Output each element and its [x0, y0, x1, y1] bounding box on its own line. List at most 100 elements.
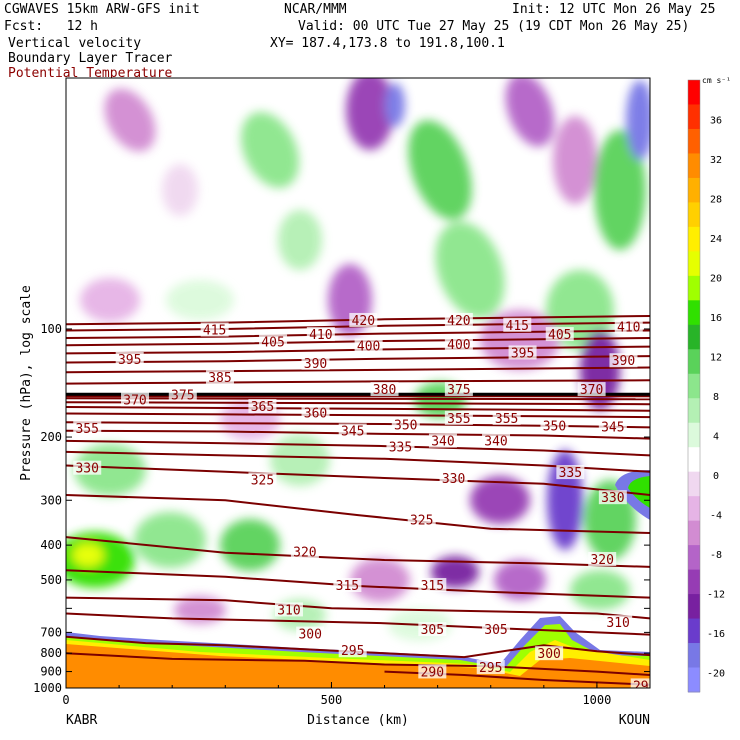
colorbar: 36 32 28 24 20 16 12 8 4 0 -4 -8 -12 -16 -20: [687, 79, 725, 693]
theta-contour-340: [66, 439, 650, 457]
contour-label: 310: [277, 603, 300, 618]
colorbar-swatch: [688, 300, 700, 326]
colorbar-swatch: [688, 594, 700, 620]
contour-label-bg: [418, 622, 447, 637]
contour-label: 330: [601, 491, 624, 506]
contour-label-bg: [476, 660, 505, 675]
header-valid: Valid: 00 UTC Tue 27 May 25 (19 CDT Mon …: [298, 19, 690, 34]
theta-contour-345: [66, 429, 650, 440]
contour-label-bg: [418, 664, 447, 679]
colorbar-swatch: [688, 643, 700, 669]
contour-label: 355: [447, 412, 470, 427]
colorbar-swatch: [688, 349, 700, 375]
colorbar-tick-label: 12: [710, 352, 722, 363]
colorbar-swatch: [688, 471, 700, 497]
contour-label-bg: [248, 399, 277, 414]
colorbar-swatch: [688, 104, 700, 130]
contour-label-bg: [274, 602, 303, 617]
contour-label-bg: [598, 490, 627, 505]
contour-label: 390: [612, 354, 635, 369]
contour-label-bg: [301, 355, 330, 370]
colorbar-swatch: [688, 324, 700, 350]
theta-contour-370: [66, 397, 650, 401]
contour-label: 335: [389, 441, 412, 456]
colorbar-tick-label: 20: [710, 273, 722, 284]
colorbar-unit: cm s⁻¹: [702, 76, 731, 85]
contour-label: 410: [309, 328, 332, 343]
contour-label: 330: [442, 472, 465, 487]
contour-label-bg: [248, 472, 277, 487]
contour-label: 345: [601, 420, 624, 435]
header-init: Init: 12 UTC Mon 26 May 25: [512, 2, 716, 17]
contour-label: 355: [495, 412, 518, 427]
header-model: CGWAVES 15km ARW-GFS init: [4, 2, 200, 17]
theta-contour-365: [66, 401, 650, 406]
contour-label: 330: [75, 462, 98, 477]
contour-label: 300: [298, 628, 321, 643]
x-left-endpoint: KABR: [66, 713, 97, 728]
header-field-theta: Potential Temperature: [8, 66, 173, 81]
contour-label: 405: [548, 328, 571, 343]
colorbar-tick-label: 32: [710, 155, 722, 166]
colorbar-swatch: [688, 226, 700, 252]
y-tick-label: 400: [40, 538, 62, 552]
contour-label: 410: [617, 320, 640, 335]
contour-label: 350: [394, 419, 417, 434]
theta-contour-310: [66, 596, 650, 620]
contour-label-bg: [444, 382, 473, 397]
contour-label-bg: [540, 418, 569, 433]
header-fcst: Fcst: 12 h: [4, 19, 98, 34]
contour-label: 370: [123, 393, 146, 408]
colorbar-tick-label: 24: [710, 234, 722, 245]
x-tick-label: 1000: [582, 693, 611, 707]
contour-label-bg: [296, 626, 325, 641]
theta-contour-355: [66, 412, 650, 419]
contour-label: 390: [304, 357, 327, 372]
colorbar-tick-label: 16: [710, 313, 722, 324]
colorbar-tick-label: 0: [713, 471, 719, 482]
plot-frame: [65, 77, 651, 689]
header-field-velocity: Vertical velocity: [8, 36, 142, 51]
contour-label-bg: [386, 439, 415, 454]
contour-label: 305: [484, 623, 507, 638]
theta-contour-360: [66, 406, 650, 412]
contour-label: 295: [341, 644, 364, 659]
x-axis-label: Distance (km): [307, 713, 409, 728]
contour-label-bg: [588, 551, 617, 566]
y-tick-label: 1000: [33, 681, 62, 695]
contour-label-bg: [428, 433, 457, 448]
theta-contour-300: [66, 635, 650, 659]
contour-label-bg: [545, 327, 574, 342]
colorbar-tick-label: 8: [713, 392, 719, 403]
colorbar-swatch: [688, 177, 700, 203]
colorbar-swatch: [688, 447, 700, 473]
contour-label-bg: [444, 410, 473, 425]
colorbar-swatch: [688, 128, 700, 154]
contour-label: 335: [559, 466, 582, 481]
contour-label: 420: [447, 314, 470, 329]
contour-label: 315: [336, 579, 359, 594]
contour-label-bg: [205, 370, 234, 385]
colorbar-tick-label: -4: [710, 510, 722, 521]
contour-label-bg: [73, 460, 102, 475]
contour-label-bg: [391, 417, 420, 432]
contour-label-bg: [482, 433, 511, 448]
theta-contour-420: [66, 315, 650, 326]
y-axis: 100 200 300 400 500 700 800 900 1000: [33, 322, 650, 695]
contour-label-bg: [535, 646, 564, 661]
contour-label: 310: [606, 616, 629, 631]
contour-label-bg: [370, 382, 399, 397]
x-tick-label: 0: [62, 693, 69, 707]
y-axis-label: Pressure (hPa), log scale: [19, 285, 34, 481]
contour-label: 320: [293, 546, 316, 561]
contour-label-bg: [290, 544, 319, 559]
colorbar-tick-label: -8: [710, 550, 722, 561]
contour-label: 340: [484, 435, 507, 450]
colorbar-tick-label: 4: [713, 431, 719, 442]
contour-label: 325: [410, 514, 433, 529]
colorbar-frame: [687, 79, 701, 693]
colorbar-swatch: [688, 496, 700, 522]
colorbar-swatch: [688, 667, 700, 693]
theta-contour-295: [66, 652, 650, 676]
x-tick-label: 500: [321, 693, 343, 707]
